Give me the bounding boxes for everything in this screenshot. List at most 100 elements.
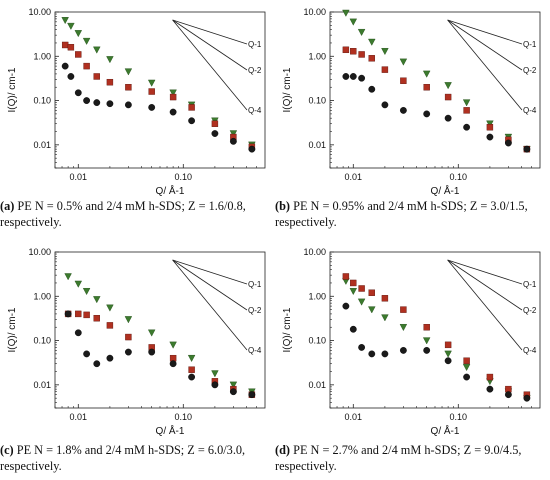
data-point-square [350, 48, 357, 55]
data-point-triangle [229, 130, 238, 138]
data-point-square [400, 306, 407, 313]
y-tick-label: 0.10 [33, 336, 51, 346]
slope-label: Q-4 [523, 346, 537, 355]
x-tick-label: 0.10 [450, 172, 468, 182]
y-axis-label: I(Q)/ cm-1 [7, 307, 18, 352]
data-point-square [368, 289, 375, 296]
caption-a: (a) PE N = 0.5% and 2/4 mM h-SDS; Z = 1.… [0, 198, 265, 230]
data-point-square [423, 84, 430, 91]
data-point-circle [169, 108, 177, 116]
data-point-triangle [381, 314, 389, 322]
x-axis-label: Q/ Å-1 [156, 184, 185, 197]
data-point-circle [444, 114, 452, 122]
data-point-circle [64, 310, 72, 318]
data-point-square [93, 314, 100, 322]
data-point-circle [349, 73, 357, 80]
data-point-square [400, 77, 407, 84]
data-point-circle [229, 388, 237, 396]
data-point-square [444, 341, 452, 349]
data-point-triangle [349, 18, 358, 26]
slope-label: Q-1 [523, 40, 537, 49]
x-tick-label: 0.01 [70, 412, 88, 422]
y-tick-label: 0.10 [308, 336, 326, 346]
data-point-triangle [147, 329, 156, 337]
data-point-triangle [368, 38, 376, 46]
y-tick-label: 10.00 [28, 247, 51, 257]
data-point-triangle [229, 381, 238, 389]
data-point-circle [148, 348, 156, 356]
data-point-triangle [124, 316, 133, 324]
data-point-circle [504, 139, 512, 147]
data-point-circle [74, 89, 82, 97]
data-point-square [67, 44, 75, 51]
y-tick-label: 0.10 [33, 96, 51, 106]
chart-panel-d: 10.00 1.00 0.10 0.01 0.01 0.10 I(Q)/ cm-1 Q/ Å-… [275, 240, 550, 480]
data-point-square [211, 120, 219, 127]
data-point-circle [93, 99, 101, 106]
y-tick-label: 1.00 [33, 51, 51, 61]
data-point-circle [399, 106, 407, 114]
y-axis-label: I(Q)/ cm-1 [282, 67, 293, 112]
slope-line [172, 19, 248, 45]
data-point-circle [463, 373, 471, 381]
caption-b-letter: (b) [275, 199, 291, 213]
y-tick-label: 10.00 [303, 7, 326, 17]
slope-line [447, 259, 523, 351]
chart-c: 10.00 1.00 0.10 0.01 0.01 0.10 I(Q)/ cm-1 Q/ Å-… [7, 247, 266, 437]
data-point-circle [444, 357, 452, 365]
data-point-triangle [399, 324, 408, 332]
slope-line [172, 19, 248, 71]
data-point-square [125, 333, 132, 341]
data-point-circle [106, 354, 114, 362]
data-point-circle [523, 145, 531, 153]
data-point-square [169, 93, 177, 101]
y-tick-label: 1.00 [308, 291, 326, 301]
plot-frame [329, 251, 541, 409]
data-point-triangle [349, 288, 358, 296]
slope-label: Q-4 [248, 346, 262, 355]
slope-label: Q-1 [523, 280, 537, 289]
data-point-circle [188, 373, 196, 381]
data-point-circle [106, 100, 114, 108]
y-tick-label: 1.00 [33, 291, 51, 301]
x-tick-label: 0.10 [175, 412, 193, 422]
data-point-square [358, 285, 365, 292]
caption-b: (b) PE N = 0.95% and 2/4 mM h-SDS; Z = 3… [275, 198, 540, 230]
data-point-triangle [147, 79, 156, 87]
slope-line [172, 259, 248, 351]
data-point-square [83, 62, 90, 70]
data-point-square [106, 78, 114, 86]
data-point-circle [423, 110, 431, 118]
slope-label: Q-1 [248, 280, 262, 289]
y-tick-label: 1.00 [308, 51, 326, 61]
data-point-circle [188, 117, 196, 125]
x-axis-label: Q/ Å-1 [156, 424, 185, 437]
x-tick-label: 0.10 [175, 172, 193, 182]
data-point-triangle [357, 28, 366, 37]
data-point-circle [83, 97, 91, 104]
slope-line [447, 19, 523, 45]
y-tick-label: 10.00 [303, 247, 326, 257]
data-point-triangle [106, 304, 114, 312]
data-point-circle [381, 101, 389, 109]
data-point-triangle [64, 273, 72, 281]
y-tick-label: 0.10 [308, 96, 326, 106]
data-point-circle [368, 350, 376, 358]
data-point-square [61, 41, 69, 49]
data-point-circle [211, 130, 219, 137]
data-point-square [75, 310, 82, 318]
slope-line [447, 19, 523, 111]
data-point-square [423, 324, 430, 331]
data-point-triangle [381, 48, 389, 56]
data-point-square [358, 51, 365, 58]
data-point-square [505, 385, 512, 393]
slope-line [172, 259, 248, 285]
data-point-circle [358, 74, 366, 82]
data-point-triangle [462, 364, 471, 372]
data-point-triangle [211, 370, 219, 378]
data-point-triangle [93, 46, 101, 54]
data-point-triangle [486, 120, 494, 128]
data-point-triangle [444, 82, 452, 90]
data-point-circle [358, 344, 366, 351]
data-point-circle [504, 391, 512, 399]
